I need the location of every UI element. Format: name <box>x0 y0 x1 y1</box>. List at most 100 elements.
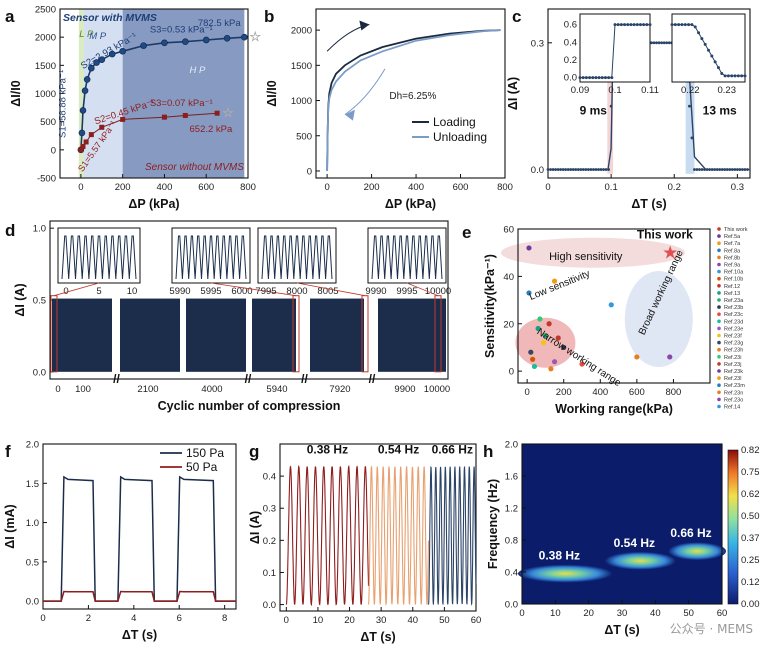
response-point <box>592 168 595 171</box>
inset-point <box>700 37 704 41</box>
x-tick-label: 0.2 <box>668 182 681 193</box>
x-tick-label: 400 <box>157 182 173 193</box>
annotation-s3-with: S3=0.53 kPa⁻¹ <box>150 25 213 36</box>
legend-label: Ref.23a <box>724 298 744 304</box>
inset-point <box>578 76 582 80</box>
x-tick-label: 800 <box>240 182 256 193</box>
x-axis-label: ΔP (kPa) <box>385 197 436 211</box>
inset-x-tick-label: 0 <box>63 286 68 297</box>
legend-label: Ref.8b <box>724 255 740 261</box>
response-point <box>741 168 744 171</box>
inset-point <box>683 23 687 27</box>
frequency-label: 0.54 Hz <box>378 443 419 457</box>
y-tick-label: 0.4 <box>263 472 276 483</box>
response-point <box>587 168 590 171</box>
point-reference <box>555 335 561 341</box>
point-reference <box>551 278 558 284</box>
point-reference <box>608 302 614 308</box>
point-without-mvms <box>182 112 188 118</box>
heatmap-band <box>604 551 676 570</box>
point-with-mvms <box>108 50 116 58</box>
legend-marker <box>717 333 721 338</box>
x-axis-label: Working range(kPa) <box>555 402 673 416</box>
x-tick-label: 600 <box>198 182 214 193</box>
legend-marker <box>717 326 721 331</box>
inset-y-tick-label: 0.2 <box>564 55 577 66</box>
legend-marker <box>717 241 721 245</box>
inset-point <box>687 23 691 27</box>
x-tick-label: 40 <box>407 615 418 626</box>
inset-point <box>626 23 630 27</box>
x-axis-label: ΔP (kPa) <box>128 197 179 211</box>
y-tick-label: -500 <box>37 174 56 185</box>
y-tick-label: 60 <box>503 225 514 236</box>
colorbar <box>727 449 739 605</box>
response-point <box>708 168 711 171</box>
inset-x-tick-label: 6000 <box>231 286 252 297</box>
x-tick-label: 30 <box>617 608 628 619</box>
zoom-connector <box>406 282 439 297</box>
inset-x-tick-label: 10000 <box>425 286 451 297</box>
response-point <box>657 41 661 45</box>
response-point <box>607 168 610 171</box>
inset-point <box>610 76 614 80</box>
axis-break: // <box>301 372 308 386</box>
point-without-mvms <box>120 116 126 122</box>
panel-letter-g: g <box>249 442 259 461</box>
inset-point <box>613 23 617 27</box>
inset-point <box>607 76 611 80</box>
inset-point <box>690 23 694 27</box>
cycle-block <box>186 298 246 372</box>
point-with-mvms <box>98 56 106 64</box>
legend-marker <box>717 397 721 402</box>
annotation-fall-time: 13 ms <box>703 104 737 118</box>
x-tick-label: 0 <box>55 384 60 395</box>
legend-label: Ref.23f <box>724 334 742 340</box>
axis-break: // <box>113 372 120 386</box>
legend-marker <box>717 312 721 317</box>
y-tick-label: 0.5 <box>33 296 46 307</box>
series-line-150-pa <box>43 475 236 602</box>
inset-y-tick-label: 0.0 <box>564 73 577 84</box>
zoom-connector <box>53 282 100 297</box>
panel-e: 0 200 400 600 800 0 20 40 60 Working range(kPa) Se… <box>483 225 748 417</box>
series-line-2 <box>428 466 477 606</box>
y-tick-label: 0.8 <box>505 536 518 547</box>
legend-label: Ref.23o <box>724 397 743 403</box>
x-tick-label: 400 <box>408 182 424 193</box>
region-label-mp: M P <box>89 31 107 42</box>
response-point <box>713 168 717 171</box>
response-point <box>690 136 694 140</box>
inset-point <box>673 23 677 27</box>
point-reference <box>548 366 554 372</box>
x-tick-label: 0 <box>324 182 329 193</box>
legend-marker <box>717 276 721 281</box>
y-tick-label: 2000 <box>291 26 312 37</box>
x-tick-label: 100 <box>75 384 91 395</box>
response-point <box>564 168 568 171</box>
inset-x-tick-label: 0.23 <box>718 85 737 96</box>
colorbar-tick-label: 0.82 <box>741 445 760 456</box>
legend-label: This work <box>724 227 748 233</box>
arrow-unloading <box>344 68 386 116</box>
panel-letter-a: a <box>5 7 15 26</box>
inset-point <box>642 23 646 27</box>
point-with-mvms <box>81 87 89 94</box>
x-tick-label: 0 <box>78 182 83 193</box>
panel-letter-h: h <box>483 442 493 461</box>
point-with-mvms <box>161 39 168 47</box>
response-point <box>554 168 557 171</box>
legend-marker <box>717 248 721 253</box>
plot-frame <box>517 228 711 384</box>
legend-marker <box>717 376 721 380</box>
x-tick-label: 0 <box>40 613 45 624</box>
legend-marker <box>717 269 721 274</box>
panel-letter-c: c <box>512 7 521 26</box>
response-point <box>743 168 747 171</box>
point-without-mvms <box>88 132 94 138</box>
inset-x-tick-label: 9990 <box>365 286 386 297</box>
y-axis-label: ΔI/I0 <box>265 80 279 106</box>
point-reference <box>526 290 532 296</box>
x-tick-label: 4000 <box>201 384 222 395</box>
